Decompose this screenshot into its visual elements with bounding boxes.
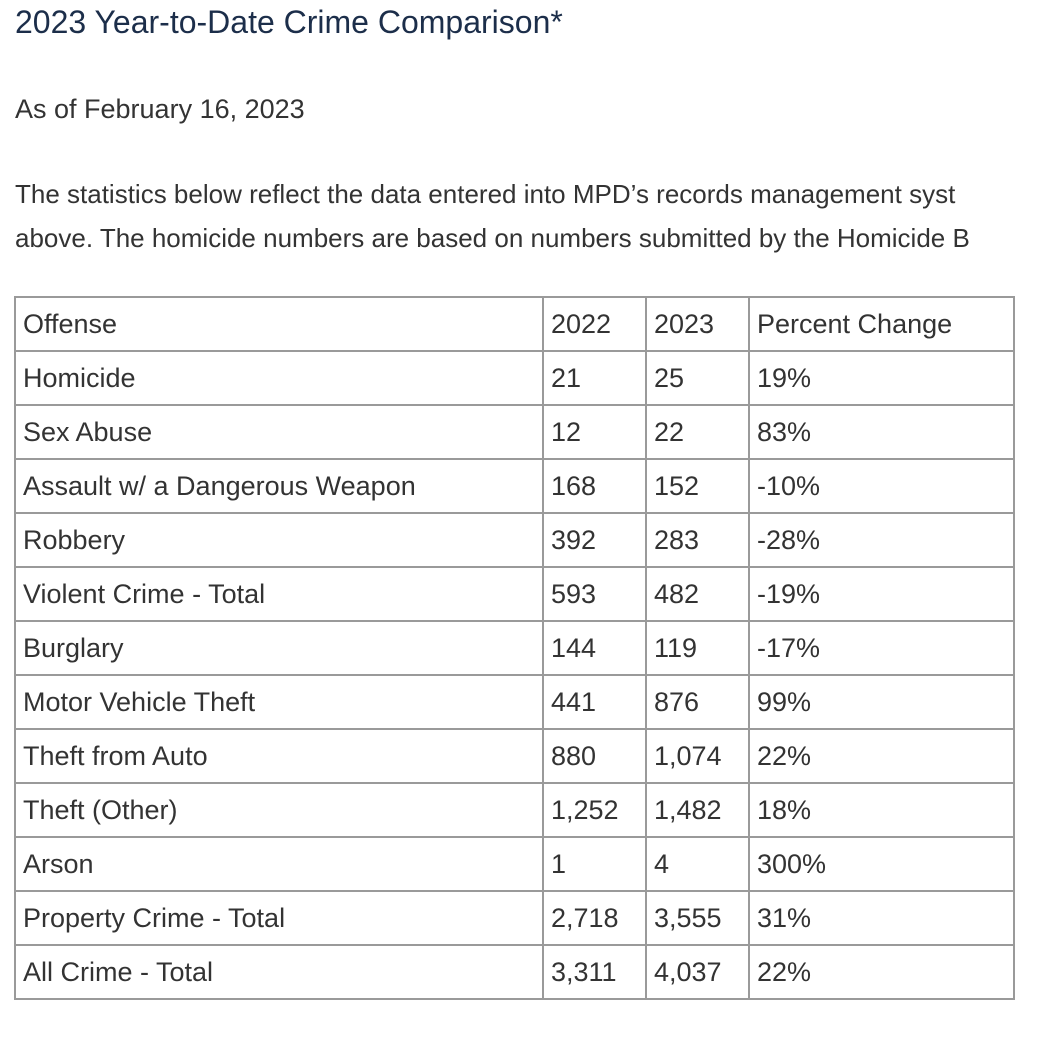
cell-2022: 21 bbox=[542, 350, 647, 406]
cell-2023: 283 bbox=[645, 512, 750, 568]
cell-2022: 12 bbox=[542, 404, 647, 460]
cell-2022: 3,311 bbox=[542, 944, 647, 1000]
header-2022: 2022 bbox=[542, 296, 647, 352]
cell-2023: 4 bbox=[645, 836, 750, 892]
table-row: Motor Vehicle Theft 441 876 99% bbox=[14, 674, 1015, 730]
cell-2023: 152 bbox=[645, 458, 750, 514]
table-row: Arson 1 4 300% bbox=[14, 836, 1015, 892]
table-row: Theft from Auto 880 1,074 22% bbox=[14, 728, 1015, 784]
cell-2022: 168 bbox=[542, 458, 647, 514]
cell-2022: 144 bbox=[542, 620, 647, 676]
cell-2023: 876 bbox=[645, 674, 750, 730]
cell-offense: Theft (Other) bbox=[14, 782, 544, 838]
cell-percent-change: 300% bbox=[748, 836, 1015, 892]
table-row: Assault w/ a Dangerous Weapon 168 152 -10% bbox=[14, 458, 1015, 514]
cell-2022: 593 bbox=[542, 566, 647, 622]
cell-offense: Sex Abuse bbox=[14, 404, 544, 460]
as-of-date: As of February 16, 2023 bbox=[15, 94, 305, 124]
cell-offense: Violent Crime - Total bbox=[14, 566, 544, 622]
cell-offense: Homicide bbox=[14, 350, 544, 406]
header-percent-change: Percent Change bbox=[748, 296, 1015, 352]
table-row: Theft (Other) 1,252 1,482 18% bbox=[14, 782, 1015, 838]
cell-2023: 4,037 bbox=[645, 944, 750, 1000]
cell-2022: 392 bbox=[542, 512, 647, 568]
table-row: Property Crime - Total 2,718 3,555 31% bbox=[14, 890, 1015, 946]
cell-2023: 1,482 bbox=[645, 782, 750, 838]
intro-paragraph: The statistics below reflect the data en… bbox=[15, 172, 1046, 260]
header-2023: 2023 bbox=[645, 296, 750, 352]
cell-percent-change: -10% bbox=[748, 458, 1015, 514]
cell-2023: 119 bbox=[645, 620, 750, 676]
cell-percent-change: 83% bbox=[748, 404, 1015, 460]
crime-comparison-table: Offense 2022 2023 Percent Change Homicid… bbox=[14, 296, 1015, 1000]
cell-2022: 1 bbox=[542, 836, 647, 892]
cell-offense: Burglary bbox=[14, 620, 544, 676]
intro-line-1: The statistics below reflect the data en… bbox=[15, 179, 956, 209]
cell-offense: Property Crime - Total bbox=[14, 890, 544, 946]
cell-percent-change: 22% bbox=[748, 944, 1015, 1000]
cell-2023: 1,074 bbox=[645, 728, 750, 784]
page-title: 2023 Year-to-Date Crime Comparison* bbox=[15, 4, 563, 40]
cell-percent-change: 18% bbox=[748, 782, 1015, 838]
cell-percent-change: 31% bbox=[748, 890, 1015, 946]
cell-2023: 482 bbox=[645, 566, 750, 622]
cell-offense: Arson bbox=[14, 836, 544, 892]
table-row: Homicide 21 25 19% bbox=[14, 350, 1015, 406]
cell-offense: Robbery bbox=[14, 512, 544, 568]
cell-offense: Motor Vehicle Theft bbox=[14, 674, 544, 730]
cell-2022: 2,718 bbox=[542, 890, 647, 946]
table-body: Homicide 21 25 19% Sex Abuse 12 22 83% Assault w… bbox=[14, 350, 1015, 1000]
cell-2023: 22 bbox=[645, 404, 750, 460]
cell-percent-change: -17% bbox=[748, 620, 1015, 676]
table-row: Robbery 392 283 -28% bbox=[14, 512, 1015, 568]
cell-2023: 3,555 bbox=[645, 890, 750, 946]
table-row: Violent Crime - Total 593 482 -19% bbox=[14, 566, 1015, 622]
table-header-row: Offense 2022 2023 Percent Change bbox=[14, 296, 1015, 352]
table-row: Sex Abuse 12 22 83% bbox=[14, 404, 1015, 460]
table-row: Burglary 144 119 -17% bbox=[14, 620, 1015, 676]
cell-offense: Assault w/ a Dangerous Weapon bbox=[14, 458, 544, 514]
cell-percent-change: 99% bbox=[748, 674, 1015, 730]
cell-2022: 880 bbox=[542, 728, 647, 784]
cell-2022: 441 bbox=[542, 674, 647, 730]
cell-offense: Theft from Auto bbox=[14, 728, 544, 784]
header-offense: Offense bbox=[14, 296, 544, 352]
cell-percent-change: 22% bbox=[748, 728, 1015, 784]
cell-2023: 25 bbox=[645, 350, 750, 406]
cell-percent-change: -19% bbox=[748, 566, 1015, 622]
cell-2022: 1,252 bbox=[542, 782, 647, 838]
cell-percent-change: 19% bbox=[748, 350, 1015, 406]
intro-line-2: above. The homicide numbers are based on… bbox=[15, 223, 970, 253]
cell-percent-change: -28% bbox=[748, 512, 1015, 568]
table-row: All Crime - Total 3,311 4,037 22% bbox=[14, 944, 1015, 1000]
cell-offense: All Crime - Total bbox=[14, 944, 544, 1000]
